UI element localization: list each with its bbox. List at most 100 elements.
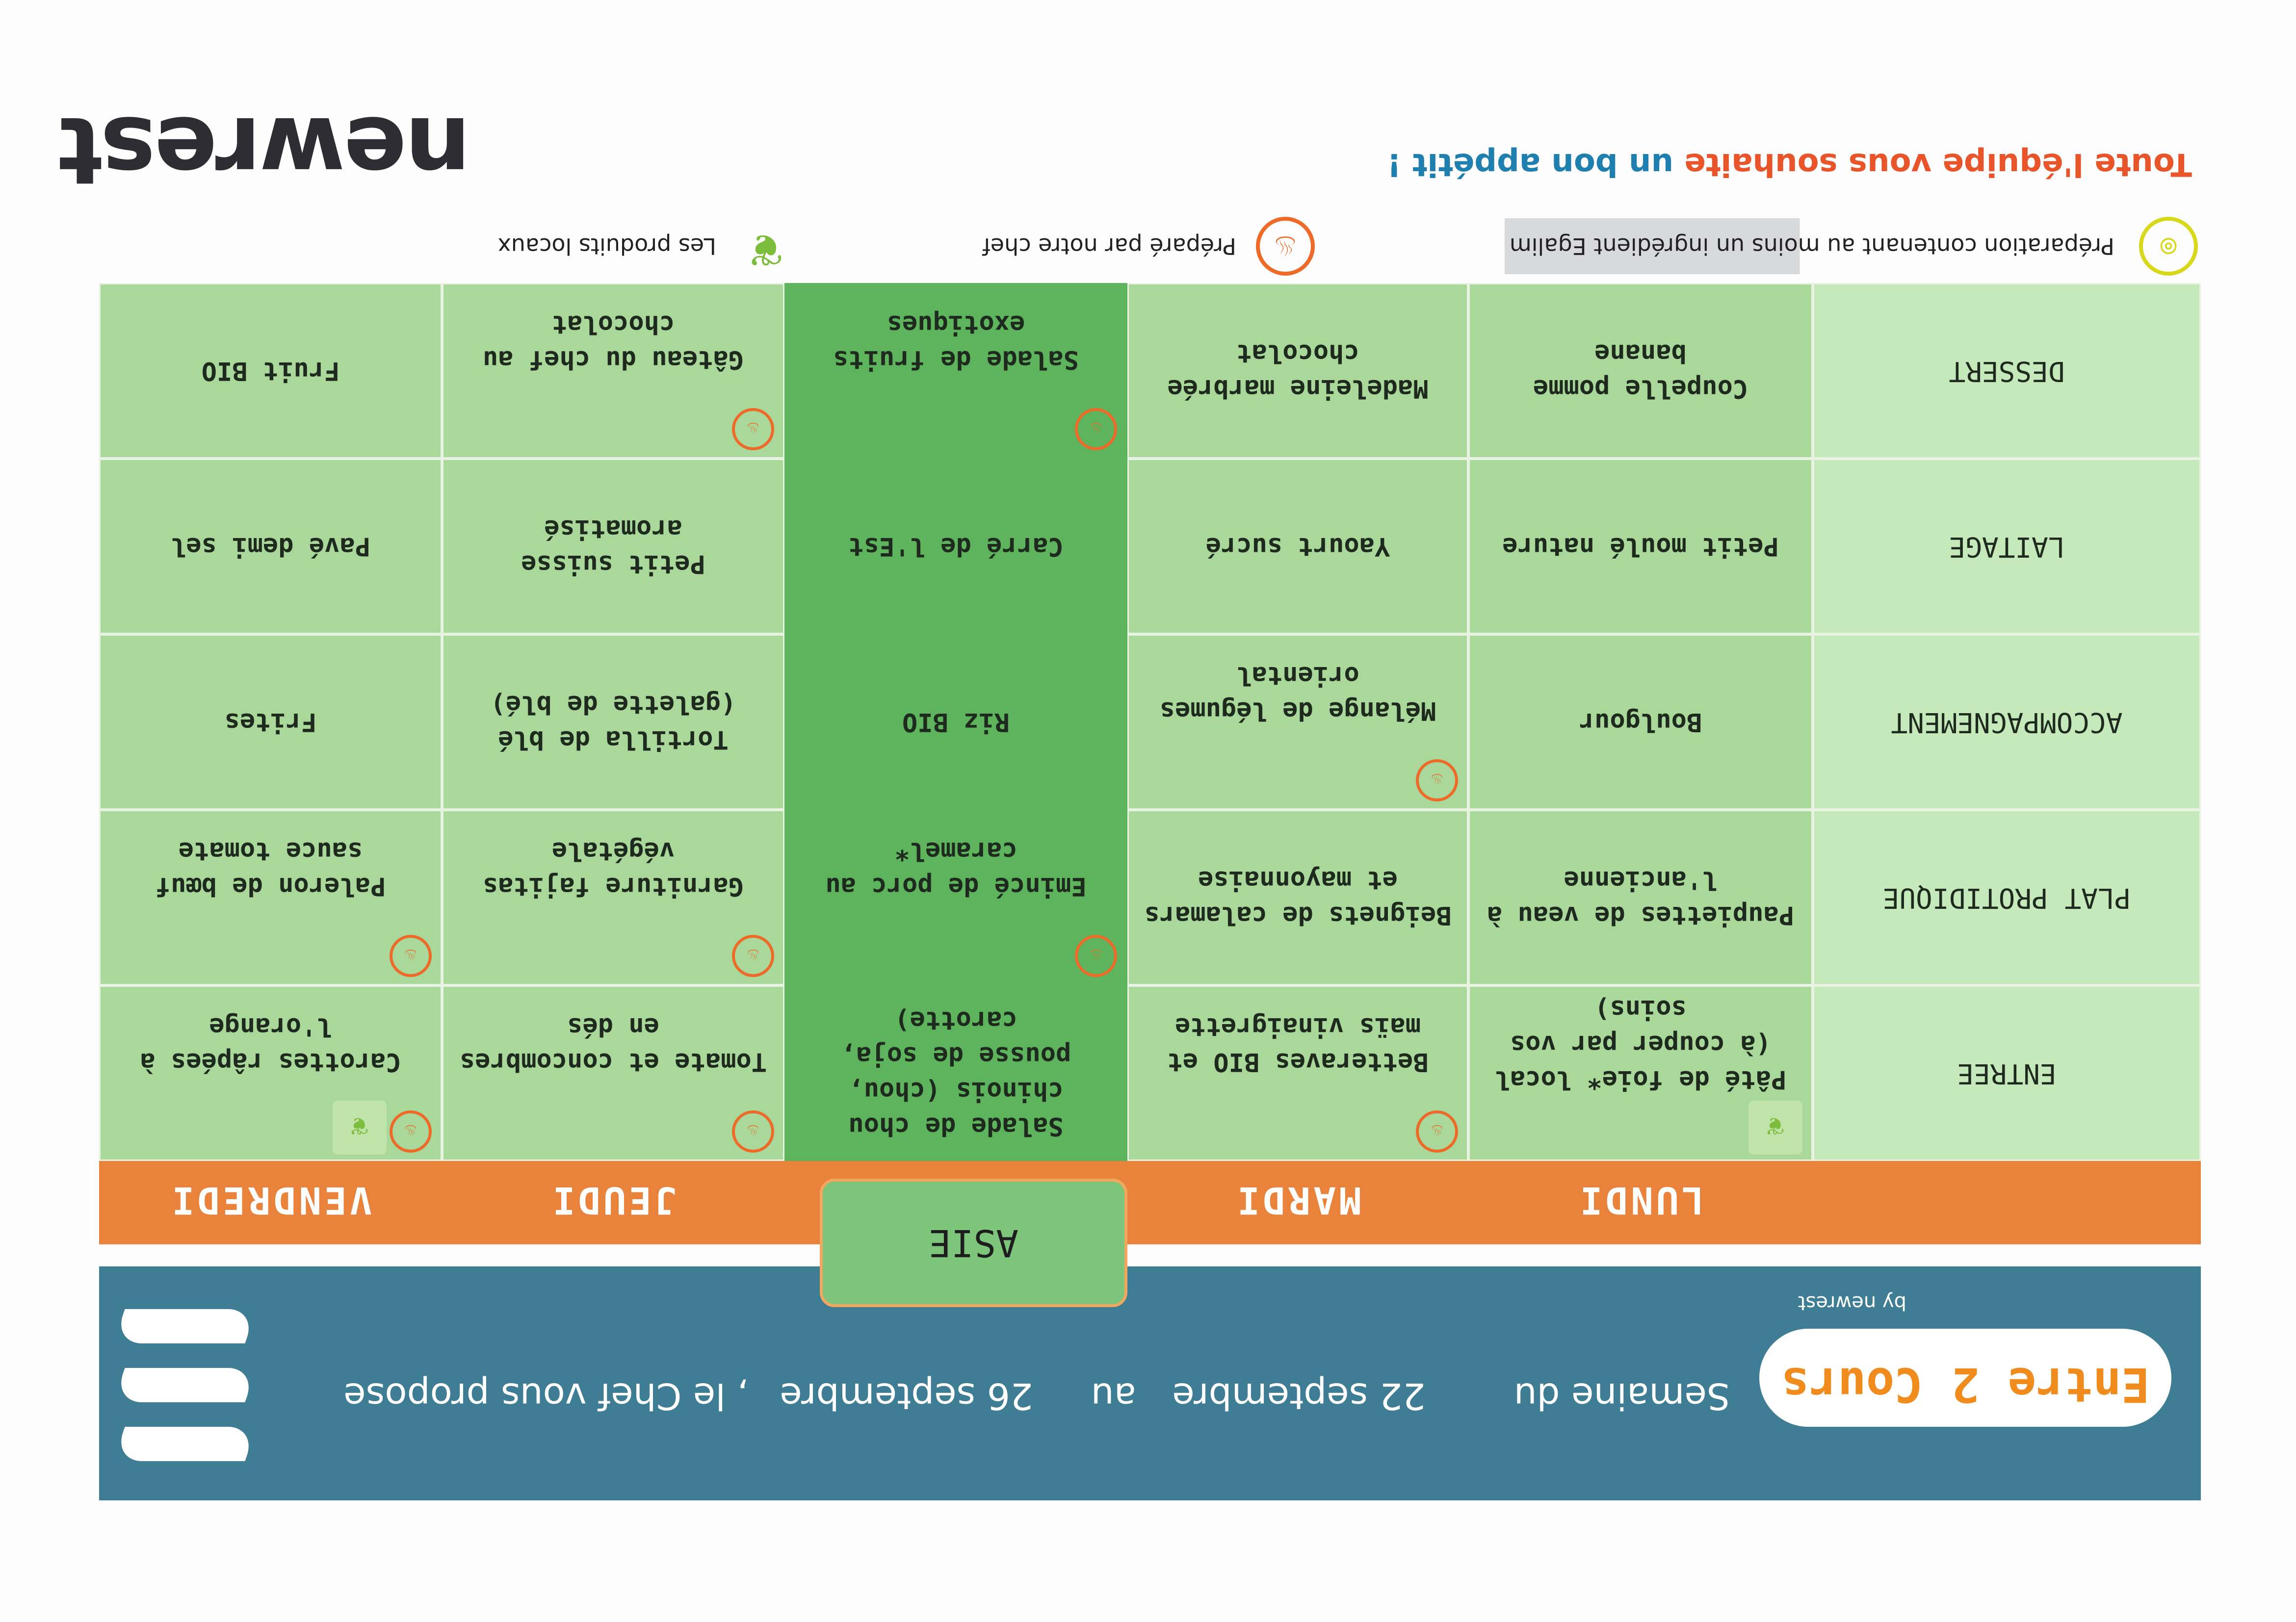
menu-cell: Frites	[99, 634, 442, 810]
chef-hat-icon: ♨	[732, 408, 774, 450]
egalim-leaf-icon: ⌾	[2139, 217, 2198, 276]
row-label: LAITAGE	[1813, 459, 2201, 634]
chef-hat-icon: ♨	[1256, 217, 1315, 276]
menu-cell: Pavé demi sel	[99, 459, 442, 634]
menu-cell: Carré de l'Est	[784, 459, 1127, 634]
dish-name: Tortilla de blé (galette de blé)	[490, 690, 736, 754]
legend-egalim: ⌾ Préparation contenant au moins un ingr…	[1504, 214, 2198, 278]
menu-cell: ♨ Mélange de légumes oriental	[1127, 634, 1468, 810]
menu-cell: ♨ ❦ Carottes râpées à l'orange	[99, 985, 442, 1161]
waves-icon	[112, 1304, 258, 1461]
menu-cell: ♨ Salade de fruits exotiques	[784, 283, 1127, 459]
menu-cell: Madeleine marbrée chocolat	[1127, 283, 1468, 459]
row-label: ACCOMPAGNEMENT	[1813, 634, 2201, 810]
menu-cell: ♨ Paleron de bœuf sauce tomate	[99, 810, 442, 985]
dish-name: Tomate et concombres en dés	[459, 1012, 767, 1077]
menu-cell: ♨ Betteraves BIO et maïs vinaigrette	[1127, 985, 1468, 1161]
legend-egalim-text: Préparation contenant au moins un ingréd…	[1504, 218, 2119, 274]
row-label: ENTREE	[1813, 985, 2201, 1161]
chef-hat-icon: ♨	[732, 935, 774, 977]
dish-name: Carré de l'Est	[848, 532, 1064, 561]
dish-name: Pavé demi sel	[171, 532, 370, 561]
dish-name: Gâteau du chef au chocolat	[482, 309, 744, 374]
menu-cell: ♨ Garniture fajitas végétale	[442, 810, 784, 985]
day-mardi: MARDI	[1234, 1179, 1361, 1222]
newrest-logo: newrest	[59, 96, 471, 205]
row-label-text: PLAT PROTIDIQUE	[1882, 882, 2131, 914]
chef-hat-icon: ♨	[390, 1110, 432, 1153]
menu-cell: Paupiettes de veau à l'ancienne	[1468, 810, 1813, 985]
row-label: DESSERT	[1813, 283, 2201, 459]
menu-cell: Tortilla de blé (galette de blé)	[442, 634, 784, 810]
legend-chef-text: Préparé par notre chef	[982, 233, 1236, 259]
chef-hat-icon: ♨	[732, 1110, 774, 1153]
menu-cell: Fruit BIO	[99, 283, 442, 459]
dish-name: Emincé de porc au caramel*	[825, 836, 1087, 901]
dish-name: Carottes râpées à l'orange	[140, 1012, 401, 1077]
chef-hat-icon: ♨	[1416, 759, 1458, 801]
date-to: 26 septembre	[780, 1375, 1033, 1417]
chef-hat-icon: ♨	[1416, 1110, 1458, 1153]
brand-by: by newrest	[1798, 1291, 1906, 1314]
menu-cell: ♨ Gâteau du chef au chocolat	[442, 283, 784, 459]
menu-cell: Salade de chou chinois (chou, pousse de …	[784, 985, 1127, 1161]
legend-local: ❦ Les produits locaux	[498, 214, 795, 278]
menu-cell: Petit suisse aromatisé	[442, 459, 784, 634]
header-banner: Entre 2 Cours by newrest Semaine du 22 s…	[99, 1266, 2201, 1500]
dish-name: Boulgour	[1579, 707, 1702, 737]
footer-message-orange: Toute l'équipe vous souhaite	[1684, 146, 2192, 182]
dish-name: Salade de chou chinois (chou, pousse de …	[840, 1005, 1071, 1141]
row-label-text: ENTREE	[1957, 1057, 2057, 1089]
menu-cell: ♨ Emincé de porc au caramel*	[784, 810, 1127, 985]
dish-name: Mélange de légumes oriental	[1159, 661, 1436, 725]
chef-hat-icon: ♨	[1075, 408, 1117, 450]
footer-message-blue: un bon appétit !	[1387, 146, 1674, 182]
row-label-text: LAITAGE	[1949, 531, 2065, 563]
chef-hat-icon: ♨	[390, 935, 432, 977]
dish-name: Petit suisse aromatisé	[521, 514, 705, 579]
dish-name: Fruit BIO	[201, 356, 340, 386]
chef-hat-icon: ♨	[1075, 935, 1117, 977]
day-asie-tab: ASIE	[820, 1179, 1127, 1307]
menu-cell: Yaourt sucré	[1127, 459, 1468, 634]
entre-2-cours-logo: Entre 2 Cours by newrest	[1759, 1285, 2171, 1481]
to-label: au	[1091, 1375, 1136, 1417]
dish-name: Beignets de calamars et mayonnaise	[1144, 865, 1452, 930]
row-label: PLAT PROTIDIQUE	[1813, 810, 2201, 985]
dish-name: Petit moulé nature	[1502, 532, 1779, 561]
local-leaf-icon: ❦	[1748, 1101, 1802, 1155]
brand-name: Entre 2 Cours	[1781, 1357, 2150, 1412]
dish-name: Frites	[224, 707, 317, 737]
menu-cell: Coupelle pomme banane	[1468, 283, 1813, 459]
menu-cell: Boulgour	[1468, 634, 1813, 810]
dish-name: Salade de fruits exotiques	[833, 309, 1079, 374]
dish-name: Betteraves BIO et maïs vinaigrette	[1167, 1012, 1429, 1077]
day-jeudi: JEUDI	[549, 1179, 677, 1222]
legend-local-text: Les produits locaux	[497, 233, 717, 259]
dish-name: Yaourt sucré	[1205, 532, 1390, 561]
menu-cell: ♨ Tomate et concombres en dés	[442, 985, 784, 1161]
row-label-text: ACCOMPAGNEMENT	[1891, 706, 2123, 738]
menu-cell: ❦ Pâté de foie* local (à couper par vos s…	[1468, 985, 1813, 1161]
dish-name: Paleron de bœuf sauce tomate	[155, 836, 386, 901]
dish-name: Madeleine marbrée chocolat	[1167, 338, 1429, 403]
date-from: 22 septembre	[1172, 1375, 1426, 1417]
dish-name: Pâté de foie* local (à couper par vos so…	[1494, 994, 1787, 1094]
local-leaf-icon: ❦	[333, 1101, 387, 1155]
week-label: Semaine du	[1513, 1375, 1730, 1417]
menu-cell: Petit moulé nature	[1468, 459, 1813, 634]
menu-cell: Beignets de calamars et mayonnaise	[1127, 810, 1468, 985]
local-leaf-icon: ❦	[747, 224, 784, 275]
chef-propose: , le Chef vous propose	[343, 1375, 749, 1417]
footer-message: Toute l'équipe vous souhaite un bon appé…	[1387, 146, 2192, 182]
menu-grid: ENTREE ❦ Pâté de foie* local (à couper par…	[99, 283, 2201, 1161]
day-lundi: LUNDI	[1577, 1179, 1704, 1222]
dish-name: Riz BIO	[902, 707, 1010, 737]
dish-name: Paupiettes de veau à l'ancienne	[1487, 865, 1795, 930]
day-vendredi: VENDREDI	[169, 1179, 372, 1222]
day-bar: LUNDI MARDI JEUDI VENDREDI	[99, 1156, 2201, 1244]
legend-chef: ♨ Préparé par notre chef	[983, 214, 1315, 278]
dish-name: Garniture fajitas végétale	[482, 836, 744, 901]
menu-cell: Riz BIO	[784, 634, 1127, 810]
